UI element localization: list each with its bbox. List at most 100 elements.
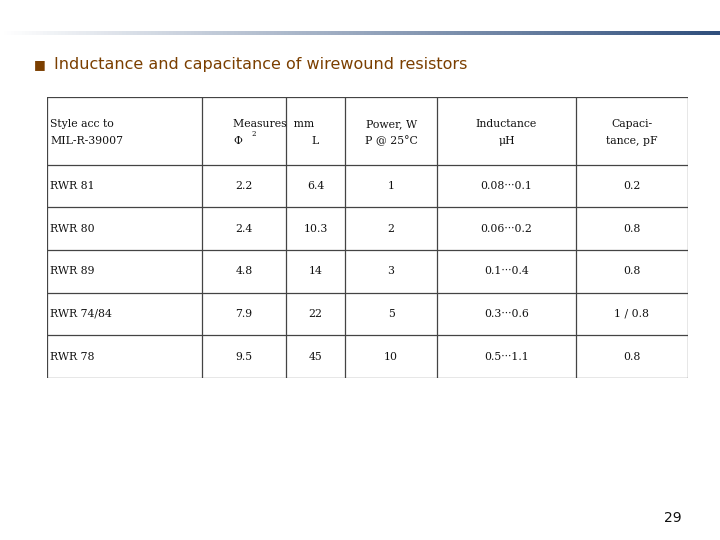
- Bar: [666, 31, 670, 35]
- Bar: [119, 31, 122, 35]
- Bar: [353, 31, 356, 35]
- Bar: [187, 31, 191, 35]
- Bar: [529, 31, 533, 35]
- Bar: [245, 31, 248, 35]
- Bar: [684, 31, 688, 35]
- Bar: [61, 31, 65, 35]
- Bar: [284, 31, 288, 35]
- Bar: [590, 31, 594, 35]
- Bar: [619, 31, 623, 35]
- Bar: [587, 31, 590, 35]
- Bar: [180, 31, 184, 35]
- Bar: [608, 31, 612, 35]
- Bar: [310, 31, 313, 35]
- Bar: [266, 31, 270, 35]
- Text: 0.3···0.6: 0.3···0.6: [484, 309, 529, 319]
- Bar: [324, 31, 328, 35]
- Bar: [148, 31, 151, 35]
- Bar: [457, 31, 461, 35]
- Bar: [508, 31, 511, 35]
- Bar: [630, 31, 634, 35]
- Bar: [706, 31, 709, 35]
- Bar: [198, 31, 202, 35]
- Bar: [58, 31, 61, 35]
- Bar: [162, 31, 166, 35]
- Bar: [306, 31, 310, 35]
- Text: 22: 22: [308, 309, 323, 319]
- Bar: [220, 31, 223, 35]
- Bar: [40, 31, 43, 35]
- Bar: [396, 31, 400, 35]
- Bar: [655, 31, 659, 35]
- Bar: [536, 31, 540, 35]
- Bar: [594, 31, 598, 35]
- Text: 29: 29: [665, 511, 682, 525]
- Bar: [212, 31, 216, 35]
- Bar: [331, 31, 335, 35]
- Bar: [248, 31, 252, 35]
- Bar: [540, 31, 544, 35]
- Text: 3: 3: [387, 266, 395, 276]
- Bar: [425, 31, 428, 35]
- Bar: [382, 31, 385, 35]
- Bar: [328, 31, 331, 35]
- Bar: [166, 31, 169, 35]
- Text: 2: 2: [251, 130, 256, 138]
- Text: MIL-R-39007: MIL-R-39007: [50, 136, 123, 146]
- Bar: [43, 31, 47, 35]
- Bar: [144, 31, 148, 35]
- Text: ■: ■: [34, 58, 45, 71]
- Bar: [526, 31, 529, 35]
- Bar: [32, 31, 36, 35]
- Bar: [76, 31, 79, 35]
- Bar: [371, 31, 374, 35]
- Bar: [637, 31, 641, 35]
- Bar: [634, 31, 637, 35]
- Bar: [126, 31, 130, 35]
- Text: Measures  mm: Measures mm: [233, 119, 314, 129]
- Bar: [155, 31, 158, 35]
- Text: RWR 78: RWR 78: [50, 352, 94, 362]
- Bar: [356, 31, 360, 35]
- Bar: [184, 31, 187, 35]
- Bar: [338, 31, 342, 35]
- Bar: [544, 31, 547, 35]
- Bar: [572, 31, 576, 35]
- Bar: [342, 31, 346, 35]
- Bar: [104, 31, 108, 35]
- Bar: [490, 31, 493, 35]
- Bar: [223, 31, 227, 35]
- Bar: [4, 31, 7, 35]
- Bar: [652, 31, 655, 35]
- Bar: [274, 31, 277, 35]
- Text: P @ 25°C: P @ 25°C: [365, 136, 418, 146]
- Text: 1: 1: [387, 181, 395, 191]
- Text: μH: μH: [498, 136, 515, 146]
- Bar: [576, 31, 580, 35]
- Bar: [101, 31, 104, 35]
- Bar: [583, 31, 587, 35]
- Bar: [392, 31, 396, 35]
- Bar: [612, 31, 616, 35]
- Bar: [562, 31, 565, 35]
- Bar: [702, 31, 706, 35]
- Bar: [194, 31, 198, 35]
- Bar: [511, 31, 515, 35]
- Text: 10.3: 10.3: [303, 224, 328, 234]
- Bar: [115, 31, 119, 35]
- Text: RWR 89: RWR 89: [50, 266, 94, 276]
- Bar: [259, 31, 263, 35]
- Bar: [533, 31, 536, 35]
- Bar: [677, 31, 680, 35]
- Bar: [205, 31, 209, 35]
- Bar: [137, 31, 140, 35]
- Bar: [468, 31, 472, 35]
- Bar: [234, 31, 238, 35]
- Bar: [216, 31, 220, 35]
- Bar: [281, 31, 284, 35]
- Bar: [86, 31, 90, 35]
- Bar: [176, 31, 180, 35]
- Text: 4.8: 4.8: [235, 266, 253, 276]
- Bar: [414, 31, 418, 35]
- Bar: [299, 31, 302, 35]
